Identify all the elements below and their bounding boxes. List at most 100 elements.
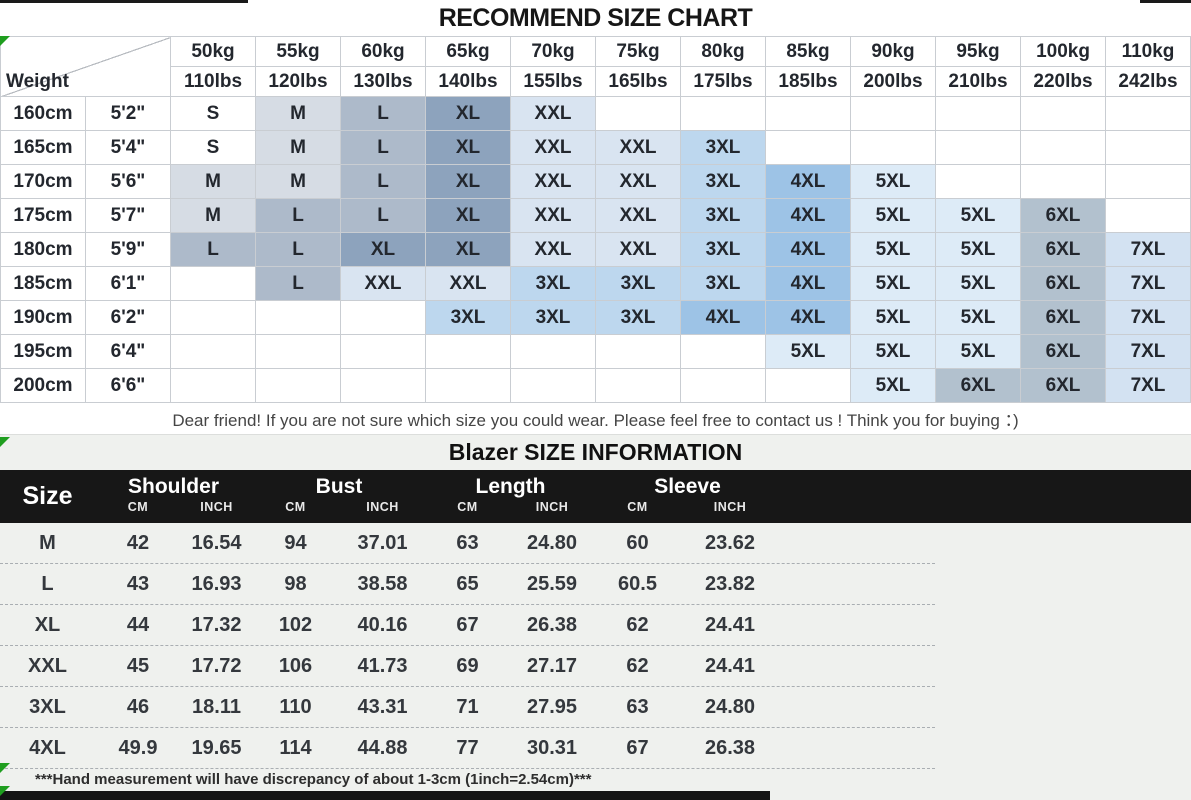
empty-cell — [765, 368, 851, 403]
empty-cell — [510, 368, 596, 403]
empty-cell — [425, 368, 511, 403]
size-cell: 5XL — [935, 300, 1021, 335]
weight-kg-header: 55kg — [255, 36, 341, 67]
size-cell: L — [340, 164, 426, 199]
size-cell: 6XL — [1020, 266, 1106, 301]
empty-cell — [595, 368, 681, 403]
measurement-value: 17.72 — [191, 654, 242, 677]
height-cm-cell: 180cm — [0, 232, 86, 267]
empty-cell — [850, 130, 936, 165]
empty-cell — [850, 96, 936, 131]
measurement-value: 63 — [456, 531, 479, 554]
size-cell: XXL — [510, 96, 596, 131]
size-cell: 5XL — [935, 334, 1021, 369]
subheader-cm: CM — [457, 500, 478, 514]
empty-cell — [255, 368, 341, 403]
weight-kg-header: 100kg — [1020, 36, 1106, 67]
size-cell: XXL — [510, 198, 596, 233]
measurement-value: 23.62 — [704, 531, 756, 554]
empty-cell — [595, 334, 681, 369]
height-ft-cell: 5'9" — [85, 232, 171, 267]
measurement-value: 69 — [456, 654, 479, 677]
size-info-row-grid: 4XL 49.9 19.65 114 44.88 77 30.31 67 26.38 — [0, 728, 935, 768]
empty-cell — [340, 334, 426, 369]
subheader-cm: CM — [627, 500, 648, 514]
empty-cell — [510, 334, 596, 369]
size-info-row-grid: 3XL 46 18.11 110 43.31 71 27.95 63 24.80 — [0, 687, 935, 727]
measurement-value: 44.88 — [357, 736, 408, 759]
measurement-value: 30.31 — [526, 736, 578, 759]
top-border-strip-right — [1140, 0, 1191, 3]
size-cell: 3XL — [680, 232, 766, 267]
size-cell: 3XL — [595, 266, 681, 301]
size-value: M — [39, 531, 56, 554]
size-cell: 6XL — [935, 368, 1021, 403]
measurement-value: 114 — [279, 736, 312, 759]
height-ft-cell: 5'7" — [85, 198, 171, 233]
size-value: 4XL — [29, 736, 66, 759]
measurement-value: 16.54 — [191, 531, 242, 554]
weight-lbs-header: 242lbs — [1105, 66, 1191, 97]
height-row: 160cm 5'2" S M L XL XXL — [0, 96, 1191, 131]
empty-cell — [595, 96, 681, 131]
empty-cell — [680, 96, 766, 131]
size-cell: S — [170, 130, 256, 165]
size-cell: S — [170, 96, 256, 131]
size-cell: XL — [425, 232, 511, 267]
size-cell: 6XL — [1020, 334, 1106, 369]
height-cm-cell: 175cm — [0, 198, 86, 233]
measurement-value: 25.59 — [526, 572, 578, 595]
measurement-value: 71 — [456, 695, 479, 718]
size-cell: XL — [425, 96, 511, 131]
excel-marker-icon — [0, 763, 10, 773]
size-column-header: Size — [22, 482, 73, 510]
weight-kg-header: 85kg — [765, 36, 851, 67]
empty-cell — [170, 300, 256, 335]
height-row: 180cm 5'9" L L XL XL XXL XXL 3XL 4XL 5XL 5XL 6XL 7XL — [0, 232, 1191, 267]
empty-cell — [1105, 164, 1191, 199]
height-cm-cell: 165cm — [0, 130, 86, 165]
measurement-value: 27.17 — [526, 654, 578, 677]
height-row: 170cm 5'6" M M L XL XXL XXL 3XL 4XL 5XL — [0, 164, 1191, 199]
measurement-value: 41.73 — [357, 654, 408, 677]
measurement-value: 24.80 — [704, 695, 756, 718]
size-cell: M — [170, 198, 256, 233]
size-cell: 3XL — [510, 266, 596, 301]
empty-cell — [765, 130, 851, 165]
weight-lbs-header: 175lbs — [680, 66, 766, 97]
measurement-discrepancy-note: ***Hand measurement will have discrepanc… — [35, 771, 592, 788]
size-cell: XL — [425, 164, 511, 199]
size-cell: 5XL — [850, 368, 936, 403]
empty-cell — [1105, 198, 1191, 233]
empty-cell — [170, 368, 256, 403]
weight-corner-cell: Weight — [0, 36, 171, 97]
measurement-value: 43 — [126, 572, 150, 595]
size-cell: 5XL — [765, 334, 851, 369]
height-ft-cell: 6'2" — [85, 300, 171, 335]
size-cell: 5XL — [850, 300, 936, 335]
height-cm-cell: 170cm — [0, 164, 86, 199]
height-row: 195cm 6'4" 5XL 5XL 5XL 6XL 7XL — [0, 334, 1191, 369]
size-cell: 3XL — [680, 164, 766, 199]
height-cm-cell: 160cm — [0, 96, 86, 131]
measurement-value: 27.95 — [526, 695, 578, 718]
size-info-row-grid: XXL 45 17.72 106 41.73 69 27.17 62 24.41 — [0, 646, 935, 686]
size-cell: XXL — [425, 266, 511, 301]
empty-cell — [1105, 130, 1191, 165]
size-cell: XXL — [510, 232, 596, 267]
measurement-value: 63 — [626, 695, 649, 718]
measurement-value: 26.38 — [704, 736, 756, 759]
size-info-row: M 42 16.54 94 37.01 63 24.80 60 23.62 — [0, 523, 935, 564]
size-cell: L — [255, 266, 341, 301]
size-cell: 4XL — [765, 198, 851, 233]
size-cell: 3XL — [680, 266, 766, 301]
weight-lbs-header: 200lbs — [850, 66, 936, 97]
group-header-shoulder: Shoulder — [127, 475, 219, 498]
size-cell: 4XL — [765, 266, 851, 301]
size-cell: 5XL — [935, 198, 1021, 233]
empty-cell — [340, 368, 426, 403]
height-row: 165cm 5'4" S M L XL XXL XXL 3XL — [0, 130, 1191, 165]
size-cell: 5XL — [850, 232, 936, 267]
size-cell: 7XL — [1105, 232, 1191, 267]
